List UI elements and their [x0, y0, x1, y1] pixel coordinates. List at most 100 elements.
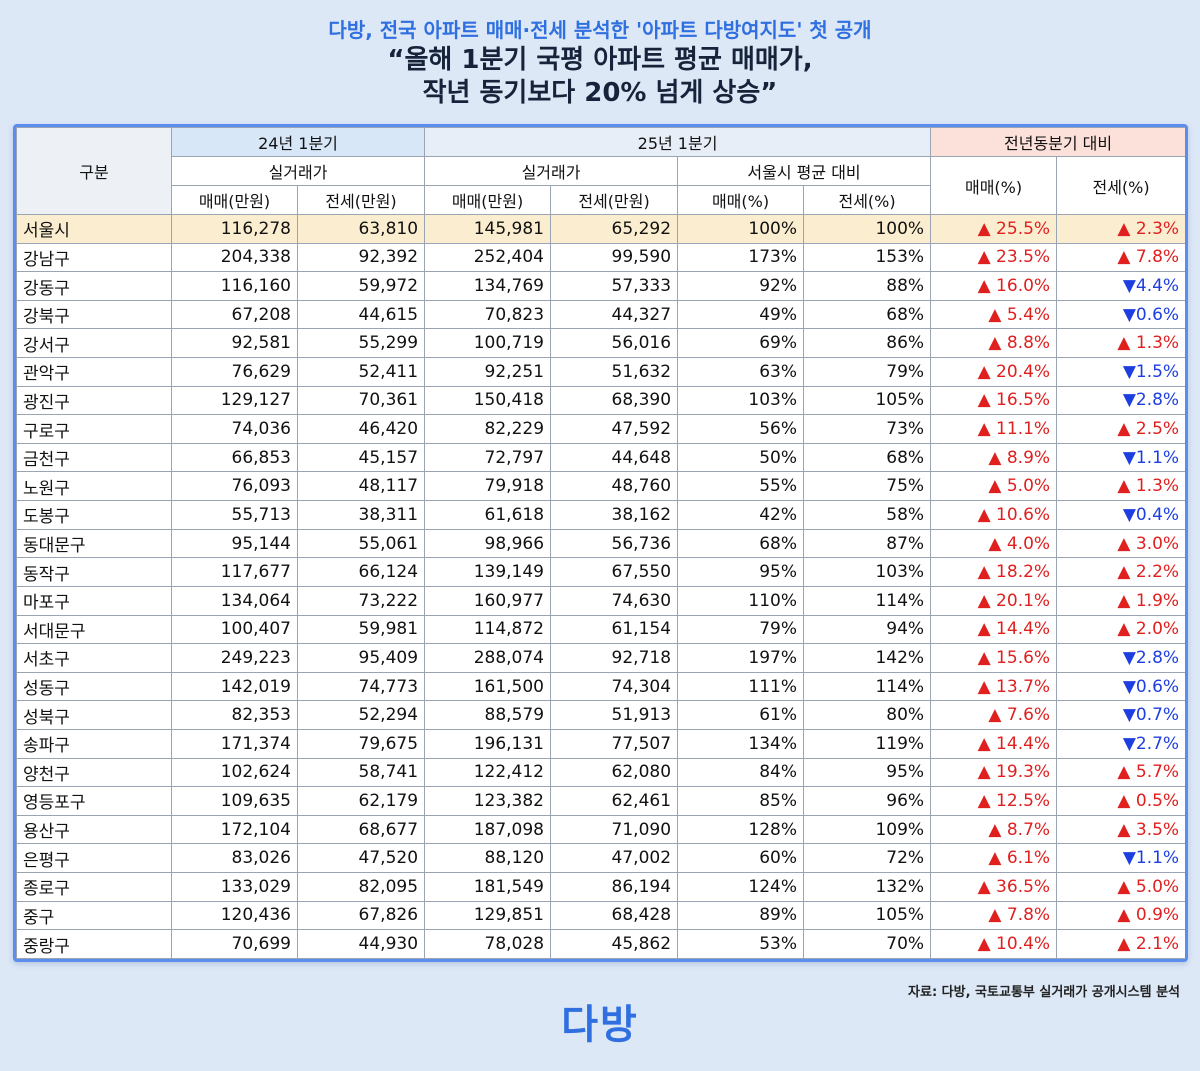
cell-region: 마포구 [16, 585, 172, 616]
header-sale-24: 매매(만원) [171, 185, 298, 215]
cell-sale-24: 172,104 [171, 814, 298, 845]
table-row: 용산구 172,104 68,677 187,098 71,090 128% 109% ▲ 8… [16, 814, 1185, 845]
table-row: 송파구 171,374 79,675 196,131 77,507 134% 119% ▲ 1… [16, 728, 1185, 759]
header-yoy-sale: 매매(%) [930, 156, 1058, 215]
cell-jeonse-24: 68,677 [296, 814, 426, 845]
cell-sale-25: 160,977 [424, 585, 552, 616]
dabang-logo: 다방 [561, 1002, 639, 1048]
cell-jeonse-25: 74,304 [550, 671, 679, 702]
cell-yoy-sale: ▲ 15.6% [930, 643, 1058, 673]
table-row: 동대문구 95,144 55,061 98,966 56,736 68% 87% ▲ 4.0%… [16, 528, 1185, 559]
cell-sale-25: 72,797 [424, 442, 552, 473]
source-note: 자료: 다방, 국토교통부 실거래가 공개시스템 분석 [908, 985, 1180, 1000]
cell-jeonse-24: 92,392 [296, 242, 426, 273]
cell-jeonse-vs-seoul: 95% [803, 757, 932, 788]
table-row: 은평구 83,026 47,520 88,120 47,002 60% 72% ▲ 6.1% ▼… [16, 843, 1185, 874]
cell-sale-25: 98,966 [424, 528, 552, 559]
table-row: 금천구 66,853 45,157 72,797 44,648 50% 68% ▲ 8.9% ▼… [16, 442, 1185, 473]
cell-yoy-jeonse: ▲ 0.9% [1056, 900, 1185, 931]
cell-yoy-sale: ▲ 8.9% [930, 442, 1058, 473]
cell-jeonse-vs-seoul: 88% [803, 271, 932, 301]
cell-jeonse-vs-seoul: 68% [803, 442, 932, 473]
header-jeonse-24: 전세(만원) [296, 185, 426, 215]
cell-jeonse-25: 68,428 [550, 900, 679, 931]
cell-sale-25: 252,404 [424, 242, 552, 273]
cell-sale-vs-seoul: 50% [677, 442, 805, 473]
cell-sale-24: 116,278 [171, 214, 298, 244]
cell-yoy-sale: ▲ 7.8% [930, 900, 1058, 931]
cell-jeonse-vs-seoul: 96% [803, 786, 932, 816]
cell-yoy-jeonse: ▼2.7% [1056, 728, 1185, 759]
cell-jeonse-25: 51,913 [550, 700, 679, 730]
cell-jeonse-25: 62,461 [550, 786, 679, 816]
cell-jeonse-25: 77,507 [550, 728, 679, 759]
cell-jeonse-vs-seoul: 105% [803, 900, 932, 931]
cell-yoy-jeonse: ▲ 2.5% [1056, 414, 1185, 444]
cell-sale-vs-seoul: 79% [677, 614, 805, 645]
cell-jeonse-vs-seoul: 68% [803, 299, 932, 330]
cell-sale-vs-seoul: 61% [677, 700, 805, 730]
cell-sale-24: 83,026 [171, 843, 298, 874]
cell-sale-25: 288,074 [424, 643, 552, 673]
cell-region: 종로구 [16, 872, 172, 902]
cell-sale-25: 61,618 [424, 500, 552, 530]
cell-jeonse-24: 70,361 [296, 385, 426, 416]
table-row: 강남구 204,338 92,392 252,404 99,590 173% 153% ▲ 2… [16, 242, 1185, 273]
price-table: 구분 24년 1분기 25년 1분기 전년동분기 대비 실거래가 실거래가 서울… [16, 127, 1185, 959]
headline-line-2: 작년 동기보다 20% 넘게 상승” [422, 78, 778, 108]
table-row: 성북구 82,353 52,294 88,579 51,913 61% 80% ▲ 7.6% ▼… [16, 700, 1185, 730]
cell-sale-24: 102,624 [171, 757, 298, 788]
cell-region: 강북구 [16, 299, 172, 330]
header-sale-pct: 매매(%) [677, 185, 805, 215]
cell-sale-25: 187,098 [424, 814, 552, 845]
cell-jeonse-25: 51,632 [550, 357, 679, 387]
cell-sale-vs-seoul: 110% [677, 585, 805, 616]
cell-sale-25: 70,823 [424, 299, 552, 330]
cell-jeonse-24: 46,420 [296, 414, 426, 444]
cell-sale-24: 70,699 [171, 929, 298, 959]
cell-sale-25: 92,251 [424, 357, 552, 387]
cell-sale-vs-seoul: 197% [677, 643, 805, 673]
table-row: 마포구 134,064 73,222 160,977 74,630 110% 114% ▲ 2… [16, 585, 1185, 616]
table-row: 강서구 92,581 55,299 100,719 56,016 69% 86% ▲ 8.8%… [16, 328, 1185, 359]
cell-jeonse-24: 74,773 [296, 671, 426, 702]
cell-sale-24: 142,019 [171, 671, 298, 702]
cell-jeonse-24: 47,520 [296, 843, 426, 874]
cell-jeonse-vs-seoul: 73% [803, 414, 932, 444]
cell-sale-24: 55,713 [171, 500, 298, 530]
cell-sale-vs-seoul: 173% [677, 242, 805, 273]
cell-sale-vs-seoul: 92% [677, 271, 805, 301]
cell-yoy-jeonse: ▲ 5.0% [1056, 872, 1185, 902]
cell-sale-vs-seoul: 103% [677, 385, 805, 416]
table-row: 서울시 116,278 63,810 145,981 65,292 100% 100% ▲ 2… [16, 214, 1185, 244]
cell-yoy-jeonse: ▼0.6% [1056, 299, 1185, 330]
cell-jeonse-24: 82,095 [296, 872, 426, 902]
table-row: 서초구 249,223 95,409 288,074 92,718 197% 142% ▲ 1… [16, 643, 1185, 673]
cell-sale-25: 114,872 [424, 614, 552, 645]
cell-jeonse-vs-seoul: 79% [803, 357, 932, 387]
cell-jeonse-25: 68,390 [550, 385, 679, 416]
cell-yoy-sale: ▲ 5.4% [930, 299, 1058, 330]
cell-yoy-sale: ▲ 8.8% [930, 328, 1058, 359]
cell-region: 강남구 [16, 242, 172, 273]
cell-jeonse-vs-seoul: 114% [803, 585, 932, 616]
cell-sale-25: 134,769 [424, 271, 552, 301]
cell-jeonse-24: 62,179 [296, 786, 426, 816]
cell-jeonse-25: 56,736 [550, 528, 679, 559]
cell-sale-25: 88,120 [424, 843, 552, 874]
cell-sale-25: 181,549 [424, 872, 552, 902]
cell-sale-25: 161,500 [424, 671, 552, 702]
cell-yoy-jeonse: ▼1.5% [1056, 357, 1185, 387]
cell-sale-vs-seoul: 53% [677, 929, 805, 959]
cell-jeonse-vs-seoul: 114% [803, 671, 932, 702]
table-body: 서울시 116,278 63,810 145,981 65,292 100% 100% ▲ 2… [16, 214, 1185, 959]
cell-yoy-sale: ▲ 20.1% [930, 585, 1058, 616]
cell-jeonse-vs-seoul: 119% [803, 728, 932, 759]
cell-jeonse-25: 65,292 [550, 214, 679, 244]
cell-jeonse-vs-seoul: 103% [803, 557, 932, 587]
table-row: 영등포구 109,635 62,179 123,382 62,461 85% 96% ▲ 12… [16, 786, 1185, 816]
cell-sale-25: 100,719 [424, 328, 552, 359]
cell-yoy-sale: ▲ 11.1% [930, 414, 1058, 444]
cell-sale-24: 134,064 [171, 585, 298, 616]
cell-jeonse-24: 63,810 [296, 214, 426, 244]
